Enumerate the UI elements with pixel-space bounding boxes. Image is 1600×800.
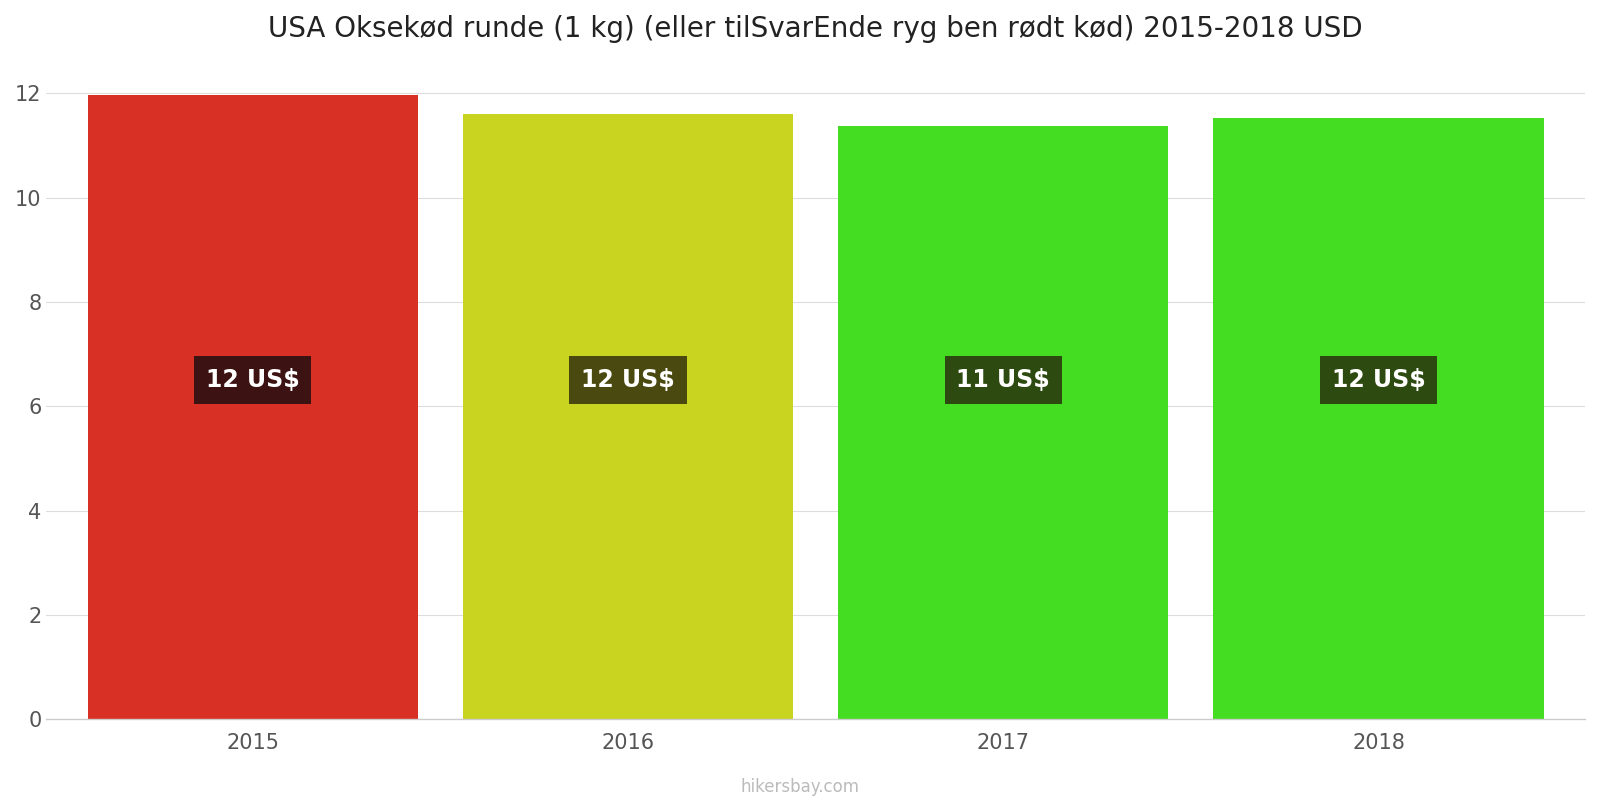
Text: hikersbay.com: hikersbay.com (741, 778, 859, 796)
Bar (462, 114, 794, 719)
Text: 12 US$: 12 US$ (206, 368, 299, 392)
Text: 12 US$: 12 US$ (1331, 368, 1426, 392)
Text: 11 US$: 11 US$ (957, 368, 1050, 392)
Bar (1213, 118, 1544, 719)
Bar (88, 95, 418, 719)
Title: USA Oksekød runde (1 kg) (eller tilSvarEnde ryg ben rødt kød) 2015-2018 USD: USA Oksekød runde (1 kg) (eller tilSvarE… (269, 15, 1363, 43)
Text: 12 US$: 12 US$ (581, 368, 675, 392)
Bar (838, 126, 1168, 719)
